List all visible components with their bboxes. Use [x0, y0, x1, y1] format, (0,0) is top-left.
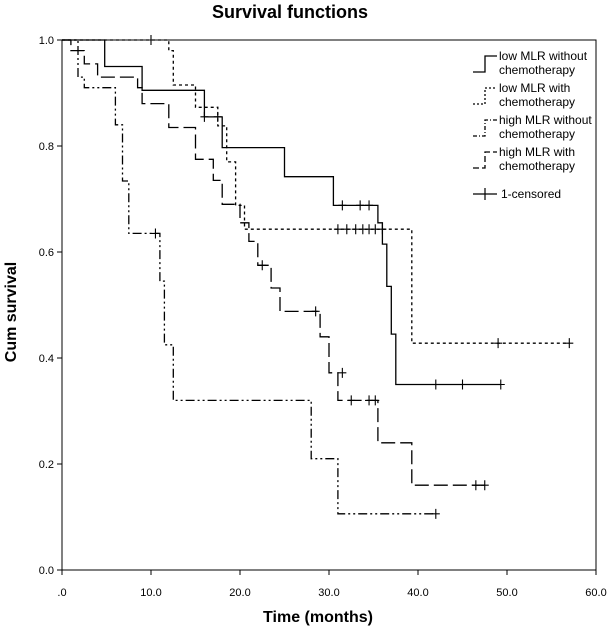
x-tick-label: 50.0 [496, 587, 517, 599]
censor-mark [311, 306, 320, 317]
x-tick-label: 10.0 [140, 587, 161, 599]
y-tick-label: 1.0 [39, 35, 54, 47]
series-line-low-mlr-without-chemotherapy [62, 39, 501, 386]
censor-mark [365, 200, 374, 211]
censor-mark [213, 111, 222, 122]
y-tick-label: 0.0 [39, 565, 54, 577]
y-tick-label: 0.6 [39, 247, 54, 259]
censor-mark [458, 379, 467, 390]
censor-mark [496, 379, 505, 390]
censor-mark [371, 395, 380, 406]
legend-label: low MLR without [499, 49, 588, 63]
censor-mark [333, 224, 342, 235]
chart-title: Survival functions [212, 2, 368, 22]
censor-mark [565, 338, 574, 349]
y-axis-label: Cum survival [3, 262, 20, 362]
legend-censor-symbol [473, 188, 497, 200]
censor-mark [471, 480, 480, 491]
series-group [62, 39, 570, 515]
censor-mark [351, 224, 360, 235]
censor-mark [356, 200, 365, 211]
y-tick-label: 0.2 [39, 459, 54, 471]
legend-label: chemotherapy [499, 159, 575, 173]
censor-mark [147, 35, 155, 45]
x-tick-label: 20.0 [229, 587, 250, 599]
censor-mark [342, 224, 351, 235]
censor-mark [431, 379, 440, 390]
x-axis-label: Time (months) [263, 609, 373, 626]
legend-label: 1-censored [501, 187, 561, 201]
censor-mark [200, 111, 209, 122]
censor-mark [378, 224, 387, 235]
censor-mark [480, 480, 489, 491]
censor-mark [431, 508, 440, 519]
x-tick-label: 60.0 [585, 587, 606, 599]
censor-mark [151, 228, 160, 239]
x-axis-ticks: .0 10.0 20.0 30.0 40.0 50.0 60.0 [57, 570, 607, 599]
legend-symbol [473, 119, 497, 137]
censor-mark [347, 395, 356, 406]
legend-label: high MLR with [499, 145, 575, 159]
censor-mark [338, 367, 347, 378]
series-line-high-mlr-without-chemotherapy [62, 39, 436, 515]
series-line-low-mlr-with-chemotherapy [62, 39, 570, 344]
censor-mark [338, 200, 347, 211]
legend-label: chemotherapy [499, 127, 575, 141]
censor-mark [371, 224, 380, 235]
y-tick-label: 0.4 [39, 353, 54, 365]
censor-mark [258, 260, 267, 271]
censor-marks [147, 35, 574, 519]
series-line-high-mlr-with-chemotherapy [62, 39, 485, 486]
x-tick-label: 30.0 [318, 587, 339, 599]
x-tick-label: 40.0 [407, 587, 428, 599]
legend-symbol [473, 55, 497, 73]
x-tick-label: .0 [57, 587, 66, 599]
legend-symbol [473, 151, 497, 169]
legend-label: high MLR without [499, 113, 592, 127]
legend-symbol [473, 87, 497, 105]
legend-label: chemotherapy [499, 95, 575, 109]
y-axis-ticks: 0.0 0.2 0.4 0.6 0.8 1.0 [39, 35, 62, 577]
legend-label: chemotherapy [499, 63, 575, 77]
legend-label: low MLR with [499, 81, 570, 95]
censor-mark [494, 338, 503, 349]
y-tick-label: 0.8 [39, 141, 54, 153]
